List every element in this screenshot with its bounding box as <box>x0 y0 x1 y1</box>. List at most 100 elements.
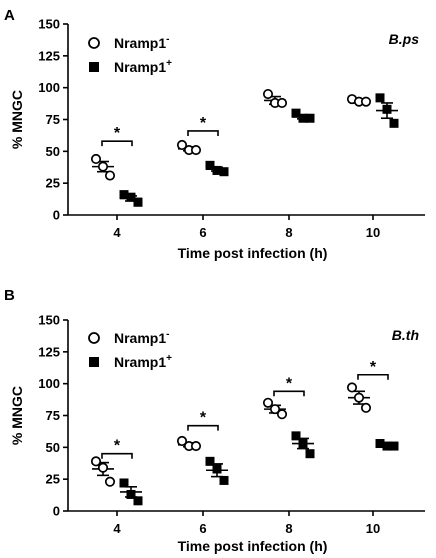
x-tick-label: 6 <box>199 521 206 536</box>
data-point-circle <box>360 96 372 107</box>
data-point-square <box>126 192 136 202</box>
x-tick-label: 6 <box>199 225 206 240</box>
significance-bracket <box>187 130 219 136</box>
data-point-square <box>375 93 385 103</box>
data-point-circle <box>176 139 188 151</box>
significance-star: * <box>200 410 207 427</box>
data-point-square <box>298 113 308 123</box>
legend-marker-square <box>89 62 99 72</box>
significance-star: * <box>114 125 121 142</box>
data-point-circle <box>353 392 365 403</box>
data-point-circle <box>104 170 116 181</box>
data-point-square <box>133 197 143 207</box>
significance-star: * <box>286 375 293 392</box>
data-point-circle <box>190 145 202 156</box>
legend-superscript: + <box>166 58 172 69</box>
legend-marker-square <box>89 357 99 367</box>
x-tick-label: 4 <box>113 225 121 240</box>
organism-label: B.ps <box>389 31 420 47</box>
legend-label: Nramp1- <box>114 329 169 346</box>
panel-label: B <box>4 287 15 304</box>
data-point-square <box>291 108 301 118</box>
x-axis-label: Time post infection (h) <box>178 538 328 554</box>
x-tick-label: 8 <box>285 225 292 240</box>
y-tick-label: 150 <box>38 313 60 328</box>
data-point-circle <box>276 409 288 420</box>
y-tick-label: 100 <box>38 376 60 391</box>
y-tick-label: 75 <box>46 112 60 127</box>
significance-star: * <box>370 359 377 376</box>
chart-panel-a: A 0 25 50 75 100 125 150 4 6 8 10 Time post infectio… <box>4 7 425 261</box>
organism-label: B.th <box>392 327 419 343</box>
data-point-square <box>382 441 392 451</box>
significance-bracket <box>273 390 305 397</box>
data-point-square <box>212 165 222 175</box>
data-point-circle <box>262 397 274 408</box>
significance-bracket <box>187 424 219 431</box>
data-point-circle <box>97 462 109 473</box>
legend-label: Nramp1+ <box>114 353 172 370</box>
x-axis-label: Time post infection (h) <box>178 245 328 261</box>
data-point-square <box>389 118 399 128</box>
data-point-square <box>205 456 215 466</box>
y-tick-label: 100 <box>38 80 60 95</box>
y-tick-label: 50 <box>46 440 60 455</box>
legend-marker-circle <box>88 332 100 344</box>
data-point-circle <box>346 382 358 393</box>
data-point-circle <box>90 456 102 467</box>
data-point-circle <box>269 404 281 415</box>
data-point-square <box>305 449 315 459</box>
data-point-square <box>212 464 222 474</box>
data-point-square <box>305 113 315 123</box>
y-tick-label: 25 <box>46 176 60 191</box>
data-point-square <box>205 160 215 170</box>
data-point-circle <box>360 402 372 413</box>
x-tick-label: 10 <box>366 521 380 536</box>
data-point-square <box>219 167 229 177</box>
legend-superscript: - <box>166 329 169 340</box>
data-point-square <box>291 431 301 441</box>
significance-bracket <box>101 452 133 459</box>
data-point-square <box>375 439 385 449</box>
y-tick-label: 0 <box>53 208 60 223</box>
data-point-square <box>298 439 308 449</box>
legend-name: Nramp1 <box>114 59 166 75</box>
data-point-circle <box>276 97 288 108</box>
y-tick-label: 0 <box>53 504 60 519</box>
y-tick-label: 125 <box>38 344 60 359</box>
y-tick-label: 150 <box>38 17 60 32</box>
legend-marker-circle <box>88 37 100 49</box>
data-point-square <box>119 190 129 200</box>
x-tick-label: 4 <box>113 521 121 536</box>
y-tick-label: 25 <box>46 472 60 487</box>
data-point-square <box>219 475 229 485</box>
data-point-circle <box>176 435 188 447</box>
legend-label: Nramp1+ <box>114 58 172 75</box>
data-point-square <box>389 441 399 451</box>
data-point-circle <box>104 476 116 487</box>
data-point-circle <box>97 161 109 172</box>
data-point-circle <box>90 153 102 165</box>
legend-name: Nramp1 <box>114 35 166 51</box>
y-tick-label: 50 <box>46 144 60 159</box>
data-point-circle <box>190 441 202 452</box>
data-point-square <box>382 104 392 114</box>
data-point-square <box>126 489 136 499</box>
legend-superscript: + <box>166 353 172 364</box>
data-point-circle <box>262 88 274 100</box>
data-point-square <box>119 478 129 488</box>
legend-name: Nramp1 <box>114 354 166 370</box>
chart-panel-b: B 0 25 50 75 100 125 150 4 6 8 10 Time post infectio… <box>4 287 425 554</box>
significance-star: * <box>200 115 207 132</box>
legend-name: Nramp1 <box>114 330 166 346</box>
data-point-square <box>133 496 143 506</box>
significance-star: * <box>114 438 121 455</box>
significance-bracket <box>101 140 133 147</box>
x-tick-label: 8 <box>285 521 292 536</box>
legend-superscript: - <box>166 34 169 45</box>
significance-bracket <box>357 373 389 380</box>
y-axis-label: % MNGC <box>9 386 25 445</box>
legend-label: Nramp1- <box>114 34 169 51</box>
y-tick-label: 75 <box>46 408 60 423</box>
